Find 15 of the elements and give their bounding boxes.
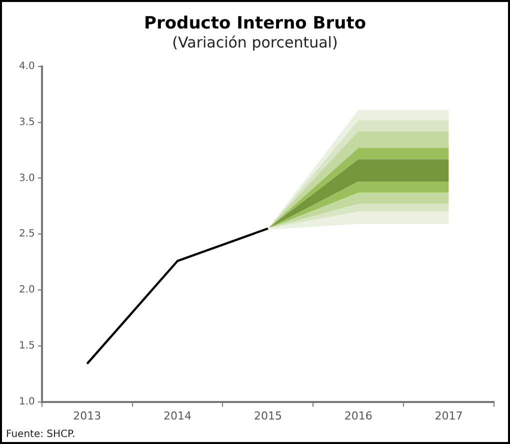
chart-title: Producto Interno Bruto [144,14,366,34]
x-tick-label: 2015 [254,409,282,422]
x-tick-label: 2014 [164,409,192,422]
x-tick-label: 2017 [434,409,463,422]
x-tick-label: 2016 [344,409,372,422]
chart-subtitle: (Variación porcentual) [172,33,338,52]
y-tick-label: 4.0 [18,60,35,72]
y-tick-label: 2.5 [18,228,35,240]
x-tick-label: 2013 [73,409,102,422]
y-tick-label: 3.0 [18,172,35,184]
y-tick-label: 1.5 [18,340,35,352]
y-tick-label: 2.0 [18,284,35,296]
y-tick-label: 1.0 [18,396,35,408]
y-tick-label: 3.5 [18,116,35,128]
source-note: Fuente: SHCP. [6,429,76,440]
